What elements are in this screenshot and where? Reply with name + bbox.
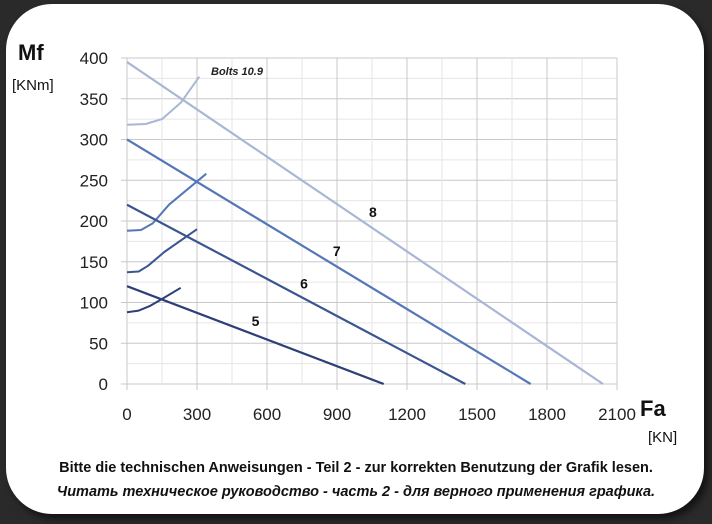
x-axis-unit: [KN] <box>648 429 677 446</box>
series-label-7: 7 <box>333 243 341 259</box>
series-lines <box>126 61 604 386</box>
bolt-curves <box>126 76 207 314</box>
series-labels: 5 6 7 8 <box>252 204 377 329</box>
y-tick-label: 0 <box>99 375 108 394</box>
bolt-curve-6 <box>126 228 198 274</box>
x-tick-label: 1800 <box>528 405 566 424</box>
bolt-curve-7 <box>126 172 207 232</box>
series-line-7 <box>126 138 532 385</box>
y-tick-label: 400 <box>80 49 108 68</box>
x-tick-label: 0 <box>122 405 131 424</box>
series-line-6 <box>126 203 466 385</box>
y-tick-label: 300 <box>80 131 108 150</box>
y-tick-label: 350 <box>80 90 108 109</box>
caption-russian: Читать техническое руководство - часть 2… <box>56 484 656 500</box>
chart-card <box>6 4 704 514</box>
x-tick-label: 300 <box>183 405 211 424</box>
y-axis-label: Mf <box>18 40 44 65</box>
x-tick-label: 600 <box>253 405 281 424</box>
bolts-annotation: Bolts 10.9 <box>211 66 264 78</box>
series-label-5: 5 <box>252 313 260 329</box>
caption-german: Bitte die technischen Anweisungen - Teil… <box>59 460 653 476</box>
y-tick-label: 200 <box>80 212 108 231</box>
series-line-5 <box>126 285 385 386</box>
x-tick-label: 1200 <box>388 405 426 424</box>
x-tick-label: 2100 <box>598 405 636 424</box>
series-label-8: 8 <box>369 204 377 220</box>
grid <box>121 57 618 390</box>
y-tick-label: 100 <box>80 294 108 313</box>
x-tick-label: 900 <box>323 405 351 424</box>
tick-labels: 0 50 100 150 200 250 300 350 400 0 300 600 900 1200 15… <box>80 49 636 424</box>
series-label-6: 6 <box>300 275 308 291</box>
series-line-8 <box>126 61 604 385</box>
x-axis-label: Fa <box>640 396 666 421</box>
bolt-curve-8 <box>126 76 201 126</box>
y-tick-label: 250 <box>80 171 108 190</box>
bolt-curve-5 <box>126 286 182 314</box>
y-tick-label: 50 <box>89 334 108 353</box>
y-tick-label: 150 <box>80 253 108 272</box>
x-tick-label: 1500 <box>458 405 496 424</box>
y-axis-unit: [KNm] <box>12 77 54 94</box>
